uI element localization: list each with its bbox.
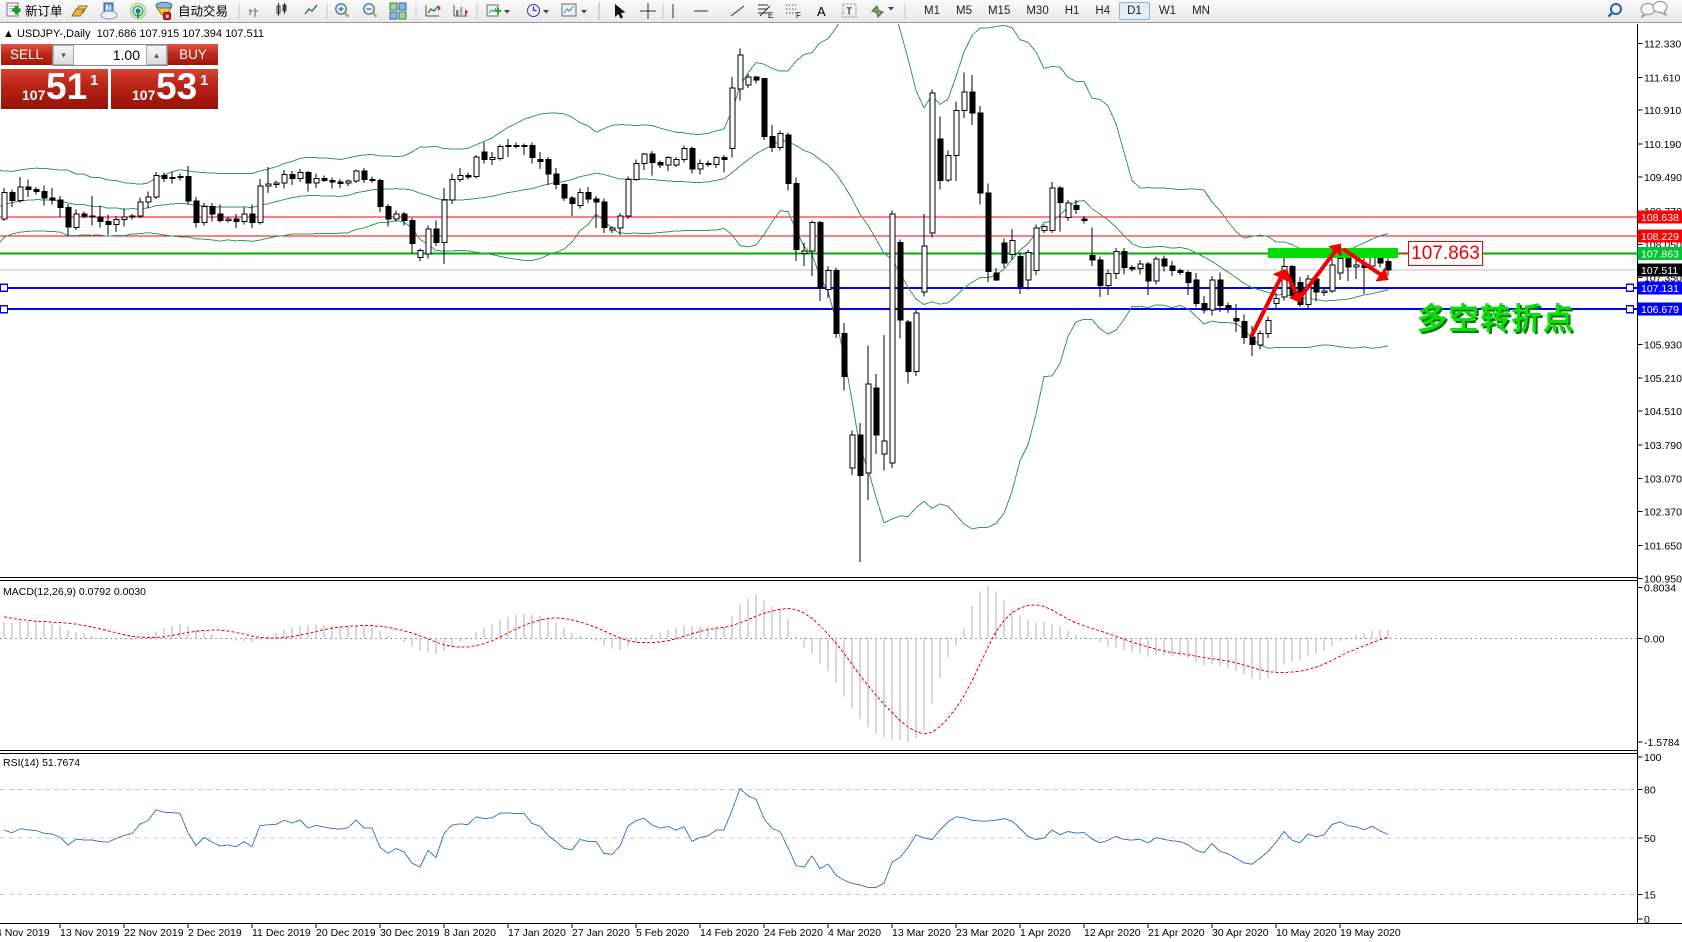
svg-text:15: 15 [1644, 890, 1656, 902]
svg-text:50: 50 [1644, 833, 1656, 845]
svg-text:A: A [817, 4, 826, 19]
svg-text:4 Nov 2019: 4 Nov 2019 [0, 927, 50, 939]
svg-text:11 Dec 2019: 11 Dec 2019 [252, 927, 311, 939]
svg-text:110.190: 110.190 [1644, 139, 1681, 151]
svg-text:12 Apr 2020: 12 Apr 2020 [1084, 927, 1141, 939]
svg-text:13 Mar 2020: 13 Mar 2020 [892, 927, 951, 939]
svg-text:4 Mar 2020: 4 Mar 2020 [828, 927, 881, 939]
svg-text:107.511: 107.511 [1641, 265, 1678, 277]
svg-text:21 Apr 2020: 21 Apr 2020 [1148, 927, 1205, 939]
svg-text:80: 80 [1644, 784, 1656, 796]
svg-text:新订单: 新订单 [25, 4, 63, 19]
svg-text:27 Jan 2020: 27 Jan 2020 [572, 927, 630, 939]
svg-text:E: E [768, 11, 773, 20]
svg-text:104.510: 104.510 [1644, 406, 1682, 418]
svg-text:23 Mar 2020: 23 Mar 2020 [956, 927, 1015, 939]
svg-text:1 Apr 2020: 1 Apr 2020 [1020, 927, 1071, 939]
svg-text:105.210: 105.210 [1644, 373, 1682, 385]
svg-text:111.610: 111.610 [1644, 72, 1681, 84]
svg-text:14 Feb 2020: 14 Feb 2020 [700, 927, 759, 939]
svg-text:109.490: 109.490 [1644, 172, 1682, 184]
svg-text:5 Feb 2020: 5 Feb 2020 [636, 927, 689, 939]
svg-text:17 Jan 2020: 17 Jan 2020 [508, 927, 566, 939]
svg-text:110.910: 110.910 [1644, 105, 1681, 117]
svg-text:30 Dec 2019: 30 Dec 2019 [380, 927, 440, 939]
svg-text:0.8034: 0.8034 [1644, 583, 1676, 595]
svg-text:8 Jan 2020: 8 Jan 2020 [444, 927, 496, 939]
svg-text:108.638: 108.638 [1641, 212, 1679, 224]
svg-text:24 Feb 2020: 24 Feb 2020 [764, 927, 823, 939]
svg-text:19 May 2020: 19 May 2020 [1340, 927, 1401, 939]
svg-text:107.863: 107.863 [1641, 248, 1679, 260]
svg-text:22 Nov 2019: 22 Nov 2019 [124, 927, 184, 939]
svg-text:13 Nov 2019: 13 Nov 2019 [60, 927, 120, 939]
svg-text:108.229: 108.229 [1641, 231, 1679, 243]
svg-text:102.370: 102.370 [1644, 507, 1682, 519]
svg-text:10 May 2020: 10 May 2020 [1276, 927, 1337, 939]
svg-text:101.650: 101.650 [1644, 540, 1682, 552]
svg-text:0.00: 0.00 [1644, 634, 1665, 646]
svg-text:105.930: 105.930 [1644, 339, 1682, 351]
svg-text:30 Apr 2020: 30 Apr 2020 [1212, 927, 1269, 939]
svg-text:自动交易: 自动交易 [178, 4, 228, 19]
svg-text:F: F [796, 11, 801, 20]
svg-text:106.679: 106.679 [1641, 304, 1679, 316]
svg-text:20 Dec 2019: 20 Dec 2019 [316, 927, 376, 939]
svg-text:100.950: 100.950 [1644, 573, 1682, 585]
svg-text:103.790: 103.790 [1644, 440, 1682, 452]
svg-text:-1.5784: -1.5784 [1644, 737, 1680, 749]
svg-text:0: 0 [1644, 914, 1650, 926]
svg-text:112.330: 112.330 [1644, 39, 1681, 51]
svg-text:107.131: 107.131 [1641, 283, 1679, 295]
svg-text:2 Dec 2019: 2 Dec 2019 [188, 927, 242, 939]
svg-text:T: T [846, 7, 852, 18]
svg-text:100: 100 [1644, 752, 1662, 764]
svg-text:103.070: 103.070 [1644, 474, 1682, 486]
